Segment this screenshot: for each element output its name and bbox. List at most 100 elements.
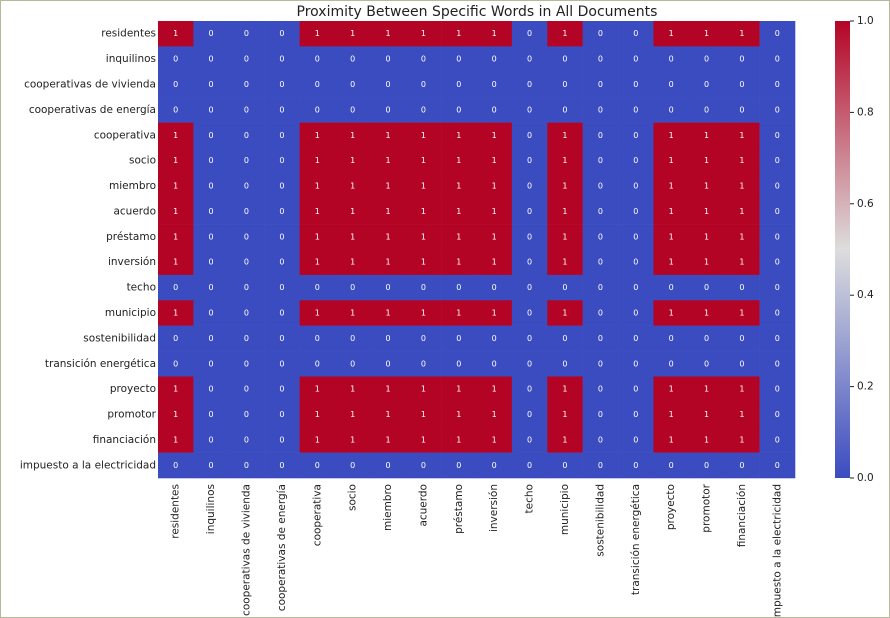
heatmap-cell — [511, 224, 548, 250]
cell-label: 0 — [669, 461, 674, 470]
heatmap-cell — [759, 452, 796, 479]
heatmap-cell — [688, 249, 725, 276]
heatmap-cell — [582, 325, 619, 352]
y-tick-label: cooperativas de energía — [29, 104, 156, 116]
heatmap-cell — [193, 147, 230, 174]
heatmap-cell — [193, 249, 230, 276]
cell-label: 1 — [385, 410, 390, 419]
cell-label: 0 — [385, 359, 390, 368]
cell-label: 1 — [562, 435, 567, 444]
heatmap-cell — [547, 21, 583, 47]
cell-label: 0 — [633, 55, 638, 64]
heatmap-cell — [299, 249, 336, 276]
cell-label: 1 — [669, 29, 674, 38]
heatmap-cell — [299, 224, 336, 250]
cell-label: 1 — [350, 385, 355, 394]
cell-label: 0 — [209, 435, 214, 444]
heatmap-cell — [264, 97, 300, 123]
heatmap-cell — [653, 376, 690, 403]
cell-label: 0 — [775, 207, 780, 216]
heatmap-cell — [405, 224, 442, 250]
heatmap-cell — [476, 46, 513, 73]
heatmap-cell — [299, 173, 336, 200]
cell-label: 0 — [633, 308, 638, 317]
heatmap-cell — [158, 198, 194, 225]
heatmap-cell — [228, 97, 265, 123]
x-tick-label: proyecto — [665, 484, 677, 530]
heatmap-cell — [476, 122, 513, 149]
cell-label: 0 — [739, 105, 744, 114]
heatmap-cell — [476, 173, 513, 200]
cell-label: 0 — [633, 207, 638, 216]
cell-label: 1 — [385, 29, 390, 38]
heatmap-cell — [688, 147, 725, 174]
heatmap-cell — [759, 249, 796, 276]
heatmap-cell — [511, 46, 548, 73]
cell-label: 1 — [385, 207, 390, 216]
heatmap-cell — [688, 427, 725, 453]
cell-label: 0 — [421, 283, 426, 292]
heatmap-cell — [441, 325, 477, 352]
y-tick-label: préstamo — [106, 231, 156, 243]
cell-label: 1 — [421, 435, 426, 444]
heatmap-cell — [264, 351, 300, 377]
heatmap-cell — [547, 274, 583, 301]
heatmap-cell — [759, 21, 796, 47]
heatmap-cell — [441, 71, 477, 98]
heatmap-cell — [405, 97, 442, 123]
heatmap-cell — [228, 147, 265, 174]
cell-label: 0 — [775, 131, 780, 140]
heatmap-cell — [547, 71, 583, 98]
cell-label: 0 — [244, 283, 249, 292]
cell-label: 0 — [775, 283, 780, 292]
y-tick-label: residentes — [101, 28, 156, 40]
cell-label: 0 — [173, 105, 178, 114]
heatmap-cell — [653, 173, 690, 200]
cell-label: 1 — [385, 308, 390, 317]
heatmap-cell — [724, 249, 760, 276]
cell-label: 1 — [350, 207, 355, 216]
cell-label: 0 — [527, 308, 532, 317]
heatmap-cell — [370, 427, 407, 453]
cell-label: 1 — [315, 156, 320, 165]
heatmap-cell — [264, 46, 300, 73]
heatmap-cell — [228, 452, 265, 479]
heatmap-cell — [618, 173, 654, 200]
heatmap-cell — [334, 224, 371, 250]
cell-label: 0 — [669, 334, 674, 343]
cell-label: 0 — [315, 283, 320, 292]
heatmap-cell — [582, 46, 619, 73]
heatmap-cell — [441, 97, 477, 123]
heatmap-cell — [158, 249, 194, 276]
heatmap-cell — [370, 97, 407, 123]
cell-label: 0 — [421, 461, 426, 470]
cell-label: 0 — [244, 308, 249, 317]
cell-label: 0 — [492, 334, 497, 343]
heatmap-cell — [759, 300, 796, 326]
cell-label: 0 — [598, 156, 603, 165]
cell-label: 0 — [209, 55, 214, 64]
cell-label: 1 — [350, 182, 355, 191]
heatmap-cell — [264, 21, 300, 47]
y-tick-label: financiación — [93, 434, 156, 446]
heatmap-cell — [228, 46, 265, 73]
heatmap-cell — [370, 122, 407, 149]
cell-label: 1 — [669, 156, 674, 165]
cell-label: 1 — [562, 308, 567, 317]
cell-label: 0 — [244, 334, 249, 343]
heatmap-cell — [653, 46, 690, 73]
heatmap-cell — [334, 325, 371, 352]
cell-label: 0 — [315, 461, 320, 470]
cell-label: 0 — [173, 334, 178, 343]
cell-label: 1 — [492, 156, 497, 165]
heatmap-cell — [405, 46, 442, 73]
heatmap-cell — [158, 173, 194, 200]
cell-label: 0 — [633, 258, 638, 267]
heatmap-cell — [759, 274, 796, 301]
heatmap-cell — [193, 274, 230, 301]
heatmap-cell — [264, 274, 300, 301]
cell-label: 0 — [527, 232, 532, 241]
heatmap-cell — [653, 274, 690, 301]
cell-label: 0 — [209, 283, 214, 292]
heatmap-cell — [334, 376, 371, 403]
